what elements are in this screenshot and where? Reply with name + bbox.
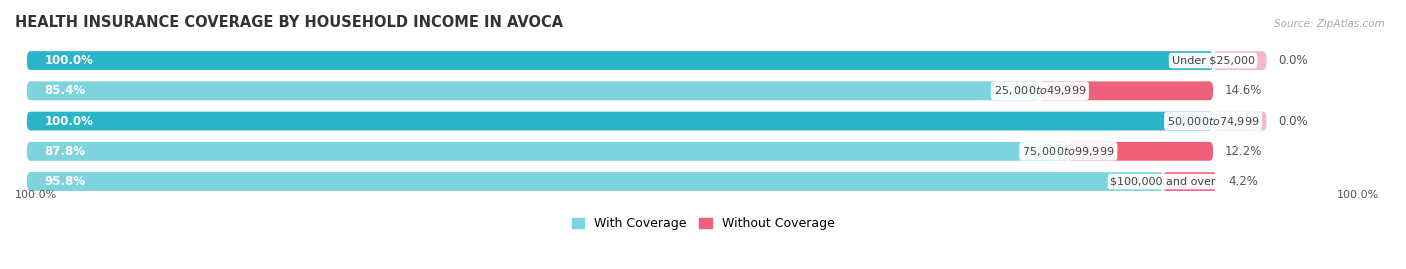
Text: 87.8%: 87.8% bbox=[45, 145, 86, 158]
FancyBboxPatch shape bbox=[27, 142, 1069, 161]
Text: HEALTH INSURANCE COVERAGE BY HOUSEHOLD INCOME IN AVOCA: HEALTH INSURANCE COVERAGE BY HOUSEHOLD I… bbox=[15, 15, 564, 30]
FancyBboxPatch shape bbox=[1040, 82, 1213, 100]
FancyBboxPatch shape bbox=[1163, 172, 1216, 191]
FancyBboxPatch shape bbox=[27, 172, 1213, 191]
Text: 0.0%: 0.0% bbox=[1278, 115, 1308, 128]
Legend: With Coverage, Without Coverage: With Coverage, Without Coverage bbox=[572, 217, 834, 230]
Text: 0.0%: 0.0% bbox=[1278, 54, 1308, 67]
Text: Under $25,000: Under $25,000 bbox=[1171, 56, 1254, 66]
Text: 100.0%: 100.0% bbox=[15, 190, 58, 200]
Text: 14.6%: 14.6% bbox=[1225, 84, 1263, 97]
Text: 95.8%: 95.8% bbox=[45, 175, 86, 188]
Text: $50,000 to $74,999: $50,000 to $74,999 bbox=[1167, 115, 1260, 128]
Text: $25,000 to $49,999: $25,000 to $49,999 bbox=[994, 84, 1085, 97]
Text: 85.4%: 85.4% bbox=[45, 84, 86, 97]
Text: 100.0%: 100.0% bbox=[45, 54, 94, 67]
Text: 100.0%: 100.0% bbox=[45, 115, 94, 128]
FancyBboxPatch shape bbox=[27, 172, 1163, 191]
Text: $100,000 and over: $100,000 and over bbox=[1111, 176, 1216, 187]
FancyBboxPatch shape bbox=[27, 82, 1213, 100]
FancyBboxPatch shape bbox=[27, 142, 1213, 161]
FancyBboxPatch shape bbox=[27, 51, 1213, 70]
Text: 100.0%: 100.0% bbox=[1337, 190, 1379, 200]
FancyBboxPatch shape bbox=[27, 112, 1213, 130]
Text: Source: ZipAtlas.com: Source: ZipAtlas.com bbox=[1274, 19, 1385, 29]
FancyBboxPatch shape bbox=[1213, 112, 1267, 130]
Text: 12.2%: 12.2% bbox=[1225, 145, 1263, 158]
FancyBboxPatch shape bbox=[27, 112, 1213, 130]
FancyBboxPatch shape bbox=[1069, 142, 1213, 161]
FancyBboxPatch shape bbox=[27, 51, 1213, 70]
FancyBboxPatch shape bbox=[27, 82, 1040, 100]
Text: $75,000 to $99,999: $75,000 to $99,999 bbox=[1022, 145, 1115, 158]
Text: 4.2%: 4.2% bbox=[1229, 175, 1258, 188]
FancyBboxPatch shape bbox=[1213, 51, 1267, 70]
